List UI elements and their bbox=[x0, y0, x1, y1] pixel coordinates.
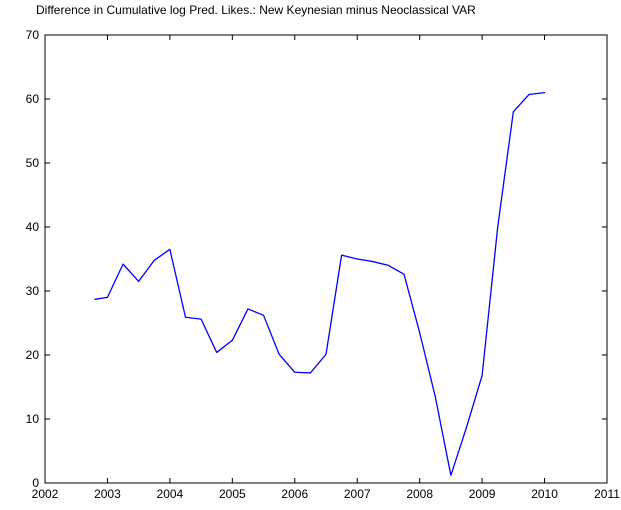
y-axis-tick-label: 30 bbox=[26, 284, 40, 298]
plot-area-frame bbox=[44, 34, 608, 484]
y-axis-tick-label: 60 bbox=[26, 92, 40, 106]
y-axis-ticks bbox=[45, 34, 607, 484]
x-axis-tick-label: 2003 bbox=[94, 487, 121, 501]
y-axis-labels: 0 10 20 30 40 50 60 70 bbox=[26, 28, 40, 490]
x-axis-tick-label: 2006 bbox=[281, 487, 308, 501]
y-axis-tick-label: 70 bbox=[26, 28, 40, 42]
y-axis-tick-label: 20 bbox=[26, 348, 40, 362]
chart-title: Difference in Cumulative log Pred. Likes… bbox=[36, 3, 476, 17]
series-line bbox=[94, 91, 546, 476]
y-axis-tick-label: 10 bbox=[26, 412, 40, 426]
y-axis-tick-label: 40 bbox=[26, 220, 40, 234]
data-series-group bbox=[94, 91, 546, 476]
x-axis-labels: 2002 2003 2004 2005 2006 2007 2008 2009 2010 2011 bbox=[32, 487, 621, 501]
x-axis-tick-label: 2007 bbox=[344, 487, 371, 501]
x-axis-tick-label: 2005 bbox=[219, 487, 246, 501]
x-axis-tick-label: 2008 bbox=[406, 487, 433, 501]
x-axis-ticks bbox=[44, 35, 608, 483]
x-axis-tick-label: 2010 bbox=[531, 487, 558, 501]
x-axis-tick-label: 2002 bbox=[32, 487, 59, 501]
x-axis-tick-label: 2011 bbox=[594, 487, 620, 501]
y-axis-tick-label: 0 bbox=[32, 476, 39, 490]
x-axis-tick-label: 2009 bbox=[469, 487, 496, 501]
x-axis-tick-label: 2004 bbox=[157, 487, 184, 501]
y-axis-tick-label: 50 bbox=[26, 156, 40, 170]
